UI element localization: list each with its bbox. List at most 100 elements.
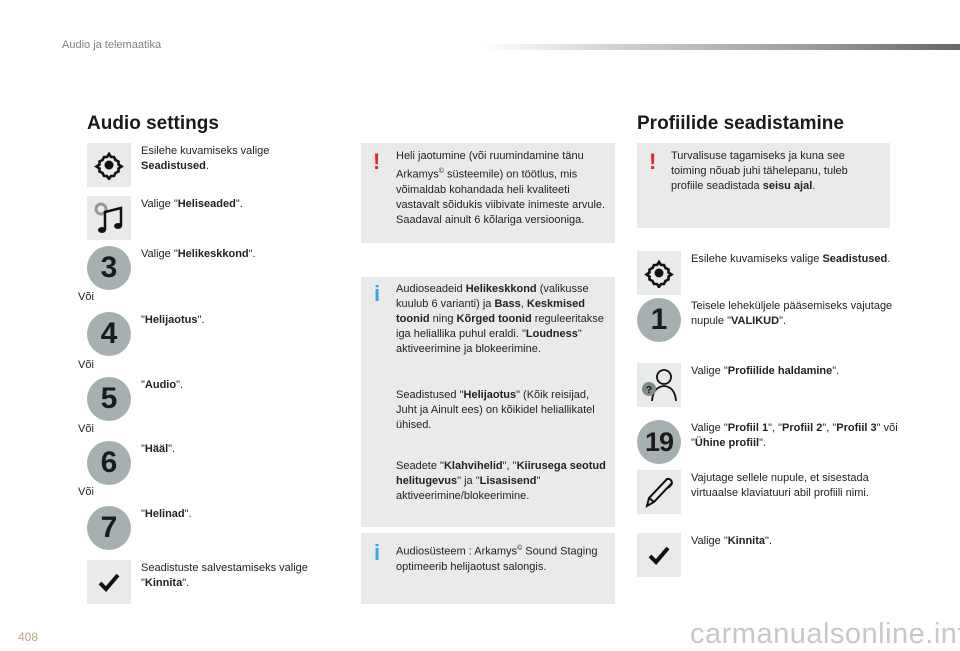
info-box: i Audioseadeid Helikeskkond (valikusse k… [361,277,615,527]
text-segment: " [141,379,145,391]
text-segment: Valige " [141,248,178,260]
bold-term: Heliseaded [177,198,236,210]
gear-icon [87,143,131,187]
text-segment: ". [182,577,190,589]
checkmark-icon [87,560,131,604]
bold-term: Profiil 2 [782,422,823,434]
bold-term: Profiilide haldamine [727,365,833,377]
or-label: Või [78,359,94,371]
svg-text:?: ? [646,385,652,396]
bold-term: Ühine profiil [694,437,760,449]
warning-text: Turvalisuse tagamiseks ja kuna see toimi… [671,149,881,194]
text-segment: ". [176,379,184,391]
text-segment: ", " [822,422,837,434]
text-segment: Valige " [691,365,728,377]
text-segment: (valikusse kuulub 6 varianti) ja [396,283,589,310]
bold-term: Profiil 3 [836,422,877,434]
or-label: Või [78,423,94,435]
text-segment: © [517,545,523,552]
text-segment: ". [779,315,787,327]
step-text: Valige "Heliseaded". [141,197,336,212]
text-segment: Sound Staging optimeerib helijaotust sal… [396,545,598,573]
number-7-badge: 7 [87,506,131,550]
text-segment: ". [197,314,205,326]
text-segment: ". [759,437,767,449]
header-gradient-bar [480,44,960,50]
bold-term: Klahvihelid [443,460,503,472]
step-text: "Helijaotus". [141,313,336,328]
step-text: Seadistuste salvestamiseks valige "Kinni… [141,561,336,591]
bold-term: VALIKUD [731,315,780,327]
bold-term: Helinad [144,508,185,520]
text-segment: ". [235,198,243,210]
text-segment: Saadaval ainult 6 kõlariga versiooniga. [396,213,585,226]
text-segment: süsteemile) on töötlus, mis võimaldab ko… [396,168,606,211]
info-text: Audiosüsteem : Arkamys© Sound Staging op… [396,541,611,575]
bold-term: Kiirusega seotud helitugevus [396,460,606,487]
text-segment: . [812,180,816,192]
text-segment: ", " [502,460,517,472]
info-icon: i [374,281,381,306]
text-segment: " (Kõik reisijad, Juht ja Ainult ees) on… [396,389,595,431]
pencil-icon [637,470,681,514]
warning-box: ! Turvalisuse tagamiseks ja kuna see toi… [637,143,890,228]
bold-term: Seadistused [141,160,206,172]
text-segment: Valige " [141,198,178,210]
text-segment: " ja " [457,475,480,487]
text-segment: . [205,160,209,172]
step-text: Esilehe kuvamiseks valige Seadistused. [141,144,336,174]
bold-term: Lisasisend [479,475,537,487]
warning-box: ! Heli jaotumine (või ruumindamine tänu … [361,143,615,243]
text-segment: " aktiveerimine ja blokeerimine. [396,328,582,355]
bold-term: Kinnita [144,577,183,589]
info-icon: i [374,540,381,565]
text-segment: " või " [691,422,898,449]
warning-text: Heli jaotumine (või ruumindamine tänu Ar… [396,149,611,228]
profiles-title: Profiilide seadistamine [637,113,844,134]
bold-term: seisu ajal [762,180,813,192]
text-segment: Vajutage sellele nupule, et sisestada vi… [691,472,869,499]
bold-term: Audio [144,379,177,391]
section-header: Audio ja telemaatika [62,39,162,51]
text-segment: Valige " [691,535,728,547]
text-segment: ". [765,535,772,547]
step-text: "Audio". [141,378,336,393]
audio-settings-title: Audio settings [87,113,219,134]
text-segment: Turvalisuse tagamiseks ja kuna see toimi… [671,150,848,192]
bold-term: Helijaotus [463,389,517,401]
number-4-badge: 4 [87,312,131,356]
text-segment: Heli jaotumine (või ruumindamine tänu Ar… [396,150,584,181]
bold-term: Keskmised toonid [396,298,585,325]
text-segment: reguleeritakse iga heliallika puhul eral… [396,313,604,340]
bold-term: Bass [494,298,521,310]
bold-term: Seadistused [822,253,888,265]
info-text: Seadistused "Helijaotus" (Kõik reisijad,… [396,388,601,433]
text-segment: ning [429,313,457,325]
text-segment: Seadete " [396,460,444,472]
text-segment: Audiosüsteem : Arkamys [396,545,518,558]
number-5-badge: 5 [87,377,131,421]
number-3-badge: 3 [87,246,131,290]
or-label: Või [78,486,94,498]
bold-term: Helijaotus [144,314,198,326]
step-text: Valige "Profiilide haldamine". [691,364,901,379]
number-1-badge: 1 [637,298,681,342]
text-segment: Valige " [691,422,728,434]
bold-term: Helikeskkond [177,248,249,260]
text-segment: Teisele leheküljele pääsemiseks vajutage… [691,300,893,327]
checkmark-icon [637,533,681,577]
bold-term: Kõrged toonid [456,313,532,325]
info-text: Seadete "Klahvihelid", "Kiirusega seotud… [396,459,611,504]
bold-term: Helikeskkond [465,283,537,295]
text-segment: . [887,253,891,265]
text-segment: © [438,168,444,175]
text-segment: ", " [768,422,782,434]
text-segment: , [520,298,527,310]
text-segment: Esilehe kuvamiseks valige [141,145,270,157]
info-box: i Audiosüsteem : Arkamys© Sound Staging … [361,533,615,604]
text-segment: ". [832,365,840,377]
info-text: Audioseadeid Helikeskkond (valikusse kuu… [396,282,611,357]
step-text: Esilehe kuvamiseks valige Seadistused. [691,252,901,267]
step-text: Vajutage sellele nupule, et sisestada vi… [691,471,901,501]
text-segment: Seadistuste salvestamiseks valige " [141,562,308,589]
